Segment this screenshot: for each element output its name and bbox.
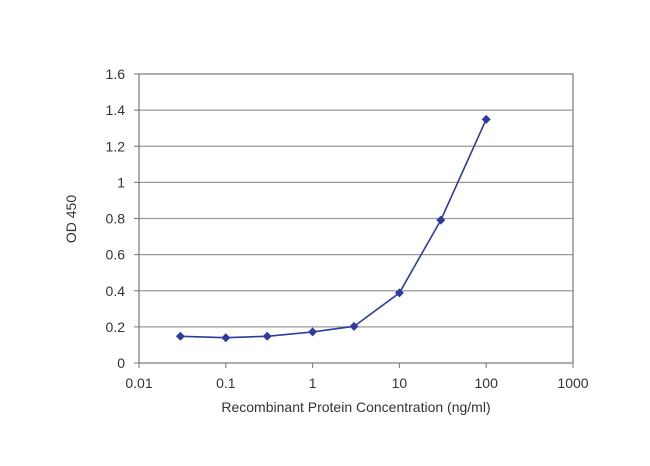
- y-tick-label: 0.4: [106, 283, 126, 299]
- x-tick-label: 0.1: [216, 375, 236, 391]
- data-point-marker: [394, 288, 404, 298]
- series-line: [180, 119, 487, 339]
- x-tick-label: 100: [475, 375, 499, 391]
- y-tick-label: 0.6: [106, 247, 126, 263]
- x-tick-label: 1000: [557, 375, 588, 391]
- data-point-marker: [175, 331, 185, 341]
- y-tick-label: 1.4: [106, 102, 126, 118]
- x-tick-label: 0.01: [125, 375, 152, 391]
- data-point-marker: [436, 215, 446, 225]
- y-tick-label: 1: [117, 174, 125, 190]
- y-tick-label: 1.2: [106, 138, 126, 154]
- x-axis-label: Recombinant Protein Concentration (ng/ml…: [221, 399, 490, 415]
- y-tick-label: 0.2: [106, 319, 126, 335]
- data-point-marker: [308, 327, 318, 337]
- y-tick-label: 1.6: [106, 66, 126, 82]
- x-tick-label: 10: [392, 375, 408, 391]
- data-point-marker: [349, 321, 359, 331]
- y-tick-label: 0: [117, 355, 125, 371]
- data-point-marker: [262, 331, 272, 341]
- data-point-marker: [221, 333, 231, 343]
- y-axis-label: OD 450: [63, 195, 79, 243]
- y-tick-label: 0.8: [106, 211, 126, 227]
- x-tick-label: 1: [309, 375, 317, 391]
- data-point-marker: [481, 114, 491, 124]
